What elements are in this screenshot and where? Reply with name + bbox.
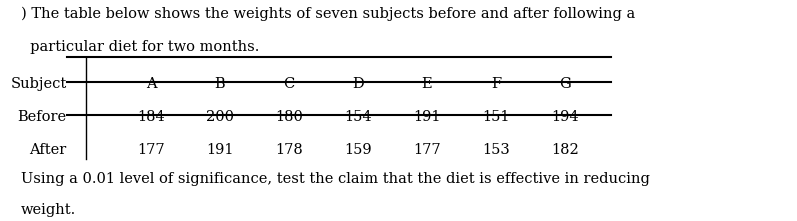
Text: 182: 182 xyxy=(551,143,579,157)
Text: Using a 0.01 level of significance, test the claim that the diet is effective in: Using a 0.01 level of significance, test… xyxy=(21,172,650,186)
Text: 153: 153 xyxy=(482,143,510,157)
Text: ) The table below shows the weights of seven subjects before and after following: ) The table below shows the weights of s… xyxy=(21,7,635,21)
Text: F: F xyxy=(491,77,501,91)
Text: G: G xyxy=(559,77,571,91)
Text: B: B xyxy=(214,77,226,91)
Text: 180: 180 xyxy=(275,110,303,124)
Text: 200: 200 xyxy=(206,110,234,124)
Text: C: C xyxy=(284,77,295,91)
Text: Subject: Subject xyxy=(10,77,67,91)
Text: D: D xyxy=(352,77,364,91)
Text: 191: 191 xyxy=(413,110,441,124)
Text: A: A xyxy=(146,77,156,91)
Text: 177: 177 xyxy=(137,143,165,157)
Text: 184: 184 xyxy=(137,110,165,124)
Text: 194: 194 xyxy=(552,110,579,124)
Text: Before: Before xyxy=(18,110,67,124)
Text: 154: 154 xyxy=(344,110,371,124)
Text: E: E xyxy=(422,77,432,91)
Text: particular diet for two months.: particular diet for two months. xyxy=(21,40,259,54)
Text: 177: 177 xyxy=(413,143,441,157)
Text: weight.: weight. xyxy=(21,203,76,217)
Text: 151: 151 xyxy=(482,110,510,124)
Text: 159: 159 xyxy=(344,143,371,157)
Text: After: After xyxy=(29,143,67,157)
Text: 178: 178 xyxy=(275,143,303,157)
Text: 191: 191 xyxy=(206,143,234,157)
